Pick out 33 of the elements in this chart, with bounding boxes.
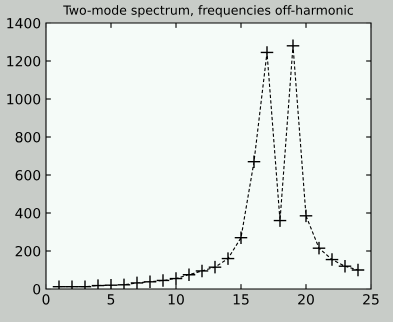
x-tick-label: 0 xyxy=(42,294,50,305)
point xyxy=(312,241,326,256)
y-tick-label: 1000 xyxy=(7,94,40,104)
point xyxy=(247,154,261,169)
x-tick-label: 15 xyxy=(234,294,249,305)
y-tick-label: 800 xyxy=(16,132,40,142)
point xyxy=(169,272,183,286)
point xyxy=(208,260,222,274)
point xyxy=(273,214,287,228)
point xyxy=(156,274,170,288)
point xyxy=(260,46,274,60)
x-tick-label: 5 xyxy=(108,294,114,305)
point xyxy=(182,268,196,282)
y-tick-label: 600 xyxy=(16,170,40,180)
y-tick-label: 200 xyxy=(16,246,40,256)
point xyxy=(351,263,365,277)
point xyxy=(234,230,248,245)
point xyxy=(338,259,352,274)
point xyxy=(325,252,339,266)
y-tick-label: 1200 xyxy=(7,56,40,66)
y-tick-label: 1400 xyxy=(7,18,40,28)
point xyxy=(130,276,144,289)
y-tick-label: 0 xyxy=(33,284,40,294)
x-tick-label: 25 xyxy=(363,294,379,305)
x-tick-label: 10 xyxy=(168,294,184,305)
point xyxy=(143,274,157,289)
point xyxy=(286,38,300,53)
point xyxy=(299,208,313,223)
x-tick-label: 20 xyxy=(298,294,314,305)
chart-title: Two-mode spectrum, frequencies off-harmonic xyxy=(63,5,353,18)
y-tick-label: 400 xyxy=(15,208,40,218)
point xyxy=(195,264,209,278)
point xyxy=(221,252,235,266)
